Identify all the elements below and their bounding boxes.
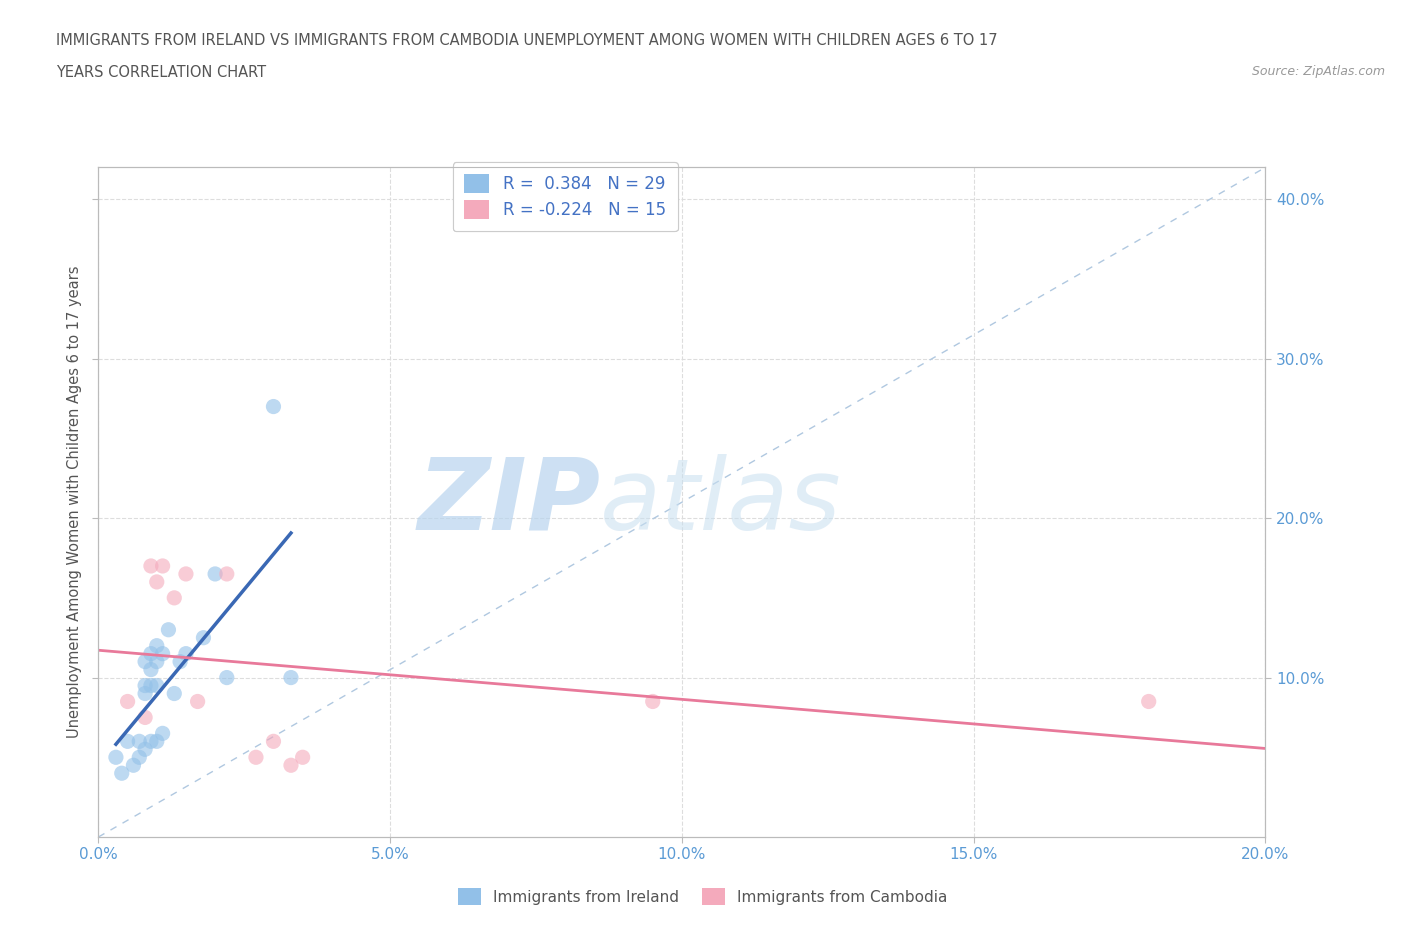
- Point: [146, 575, 169, 590]
- Text: YEARS CORRELATION CHART: YEARS CORRELATION CHART: [56, 65, 266, 80]
- Point: [146, 654, 169, 669]
- Point: [139, 559, 162, 574]
- Point: [1137, 694, 1160, 709]
- Point: [122, 758, 145, 773]
- Point: [215, 671, 238, 685]
- Point: [117, 694, 139, 709]
- Point: [134, 686, 156, 701]
- Point: [174, 646, 197, 661]
- Point: [128, 750, 150, 764]
- Point: [139, 662, 162, 677]
- Y-axis label: Unemployment Among Women with Children Ages 6 to 17 years: Unemployment Among Women with Children A…: [66, 266, 82, 738]
- Point: [134, 710, 156, 724]
- Point: [111, 765, 134, 780]
- Point: [187, 694, 209, 709]
- Point: [280, 671, 302, 685]
- Point: [128, 734, 150, 749]
- Legend: R =  0.384   N = 29, R = -0.224   N = 15: R = 0.384 N = 29, R = -0.224 N = 15: [453, 163, 678, 231]
- Text: atlas: atlas: [600, 454, 842, 551]
- Point: [215, 566, 238, 581]
- Legend: Immigrants from Ireland, Immigrants from Cambodia: Immigrants from Ireland, Immigrants from…: [450, 880, 956, 913]
- Text: Source: ZipAtlas.com: Source: ZipAtlas.com: [1251, 65, 1385, 78]
- Point: [146, 734, 169, 749]
- Point: [163, 686, 186, 701]
- Point: [117, 734, 139, 749]
- Point: [291, 750, 314, 764]
- Point: [134, 654, 156, 669]
- Point: [152, 726, 174, 741]
- Point: [104, 750, 127, 764]
- Point: [152, 646, 174, 661]
- Point: [139, 646, 162, 661]
- Point: [139, 678, 162, 693]
- Point: [157, 622, 180, 637]
- Point: [169, 654, 191, 669]
- Point: [280, 758, 302, 773]
- Point: [163, 591, 186, 605]
- Point: [262, 399, 284, 414]
- Point: [134, 742, 156, 757]
- Point: [204, 566, 226, 581]
- Point: [245, 750, 267, 764]
- Point: [174, 566, 197, 581]
- Point: [134, 678, 156, 693]
- Point: [139, 734, 162, 749]
- Point: [152, 559, 174, 574]
- Point: [641, 694, 664, 709]
- Point: [193, 631, 215, 645]
- Text: ZIP: ZIP: [418, 454, 600, 551]
- Point: [262, 734, 284, 749]
- Point: [146, 638, 169, 653]
- Text: IMMIGRANTS FROM IRELAND VS IMMIGRANTS FROM CAMBODIA UNEMPLOYMENT AMONG WOMEN WIT: IMMIGRANTS FROM IRELAND VS IMMIGRANTS FR…: [56, 33, 998, 47]
- Point: [146, 678, 169, 693]
